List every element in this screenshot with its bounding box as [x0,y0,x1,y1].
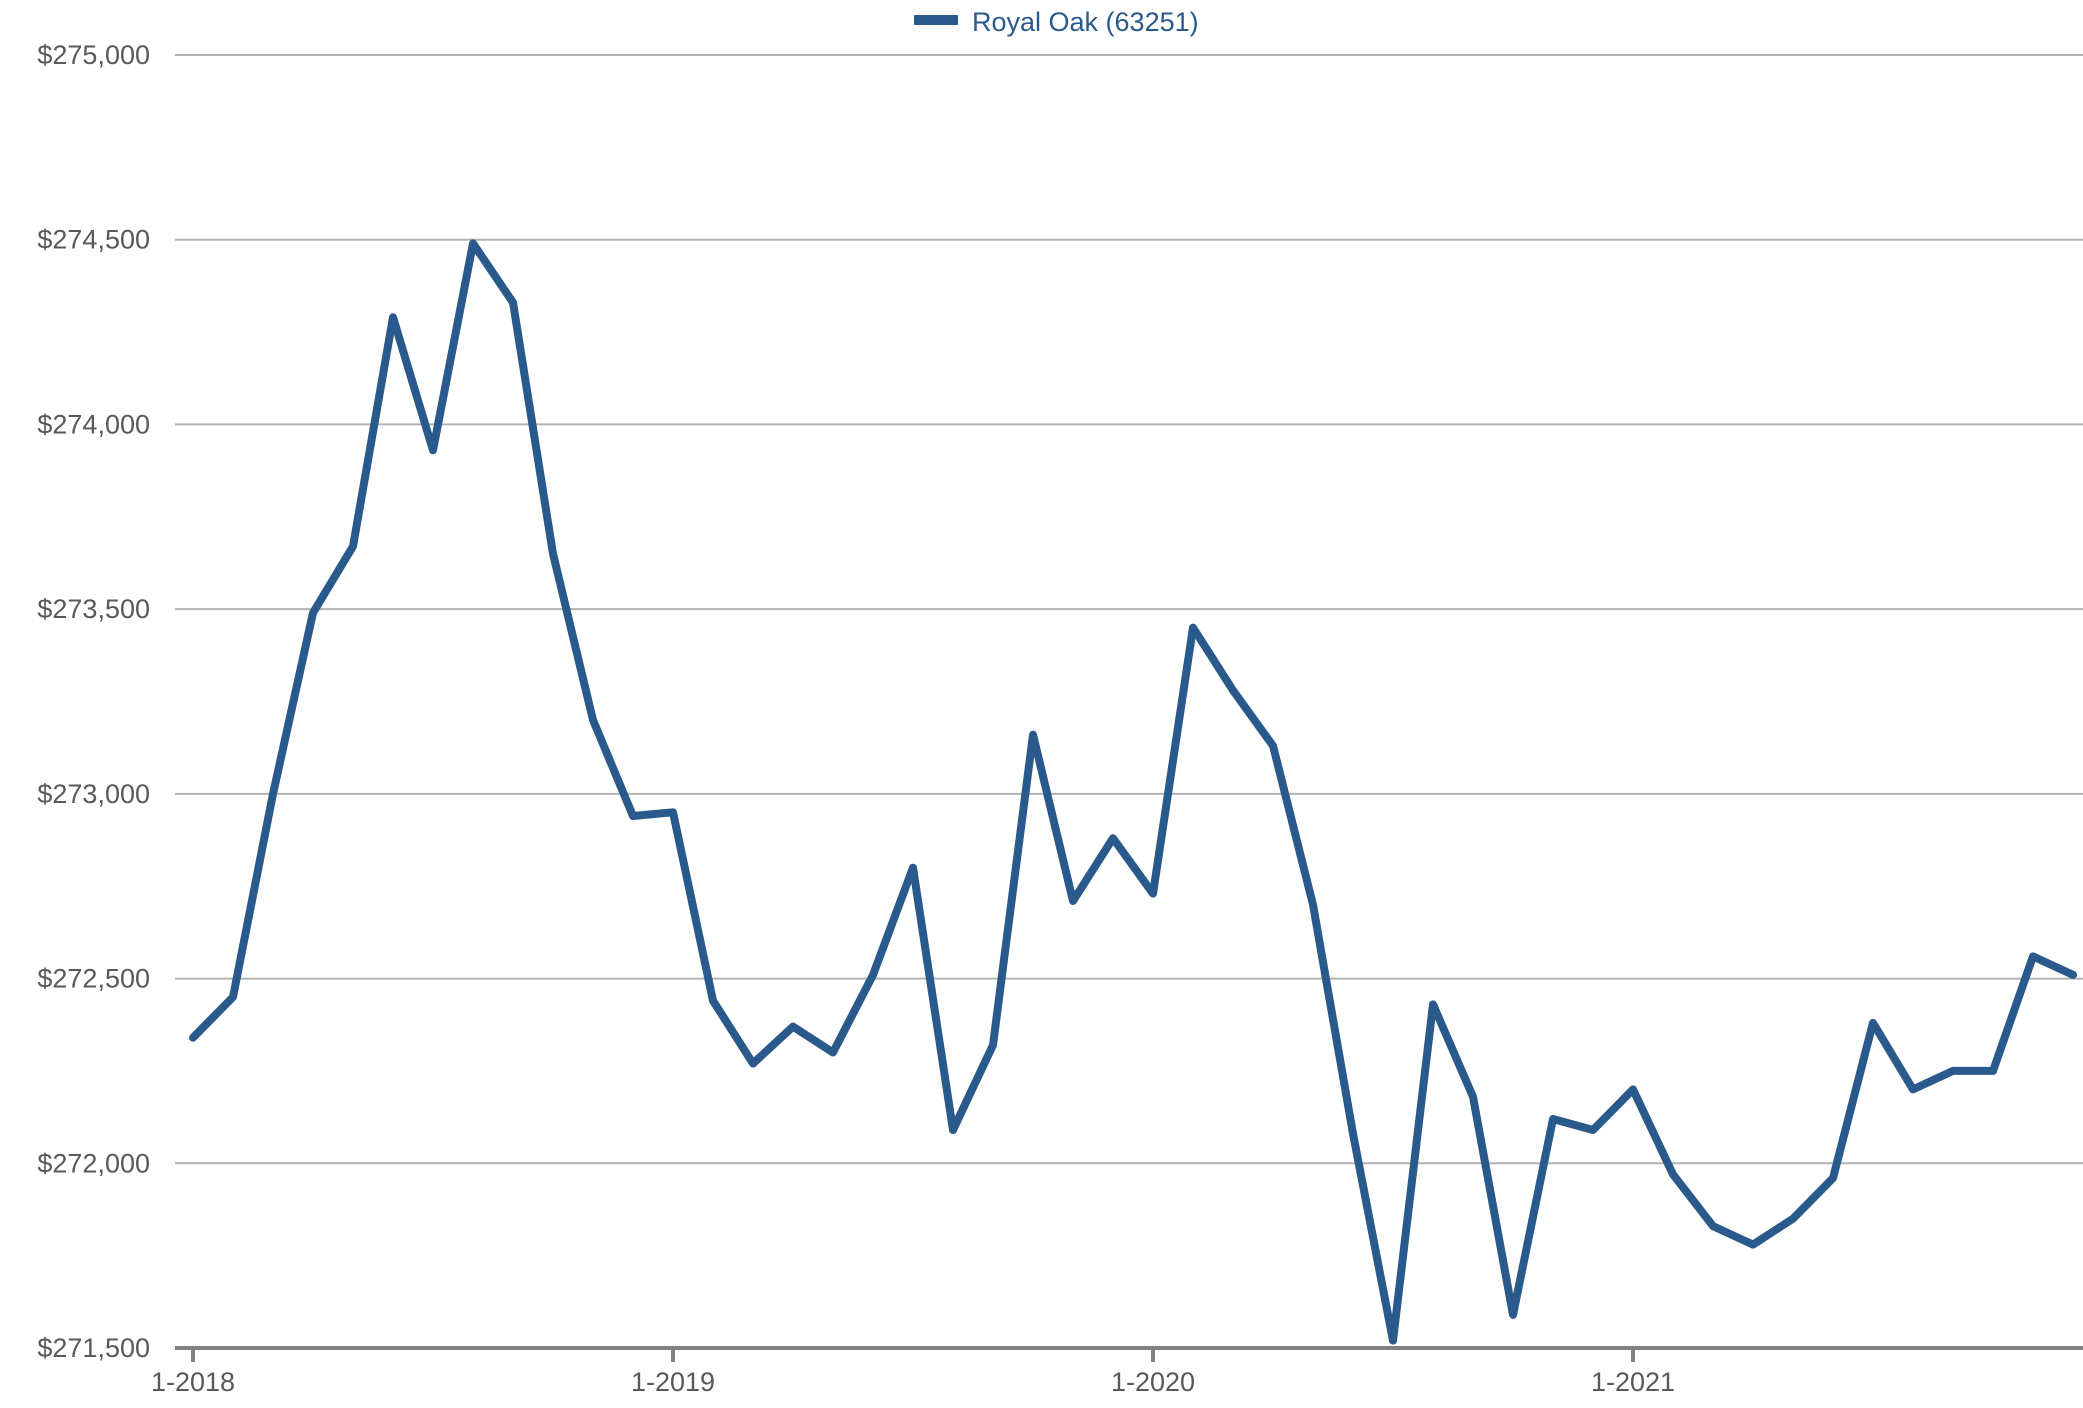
data-point [271,792,275,796]
data-point [1191,626,1195,630]
data-point [551,552,555,556]
data-point [1111,836,1115,840]
data-point [1551,1117,1555,1121]
data-point [1511,1313,1515,1317]
x-axis-tick-labels: 1-2018 1-2019 1-2020 1-2021 [151,1367,1675,1397]
data-point [831,1051,835,1055]
data-point [631,814,635,818]
data-point [2071,973,2075,977]
data-point [671,810,675,814]
data-point [231,995,235,999]
x-axis [175,1346,2083,1362]
data-point [911,866,915,870]
data-point [1911,1087,1915,1091]
y-tick-label: $272,500 [37,964,150,994]
data-point [1151,892,1155,896]
data-point [511,301,515,305]
data-point [791,1025,795,1029]
data-point [1591,1128,1595,1132]
data-point [1631,1087,1635,1091]
x-tick-label: 1-2019 [631,1367,715,1397]
data-point [1951,1069,1955,1073]
data-point [2031,954,2035,958]
data-point [191,1036,195,1040]
data-point [1751,1243,1755,1247]
data-point [1031,733,1035,737]
data-point [1431,1002,1435,1006]
x-tick-label: 1-2021 [1591,1367,1675,1397]
series-line-royal-oak [189,239,2077,1345]
y-tick-label: $272,000 [37,1148,150,1178]
y-gridlines [175,54,2083,1165]
y-tick-label: $273,500 [37,594,150,624]
legend-label: Royal Oak (63251) [972,7,1199,37]
data-point [1671,1172,1675,1176]
data-point [1831,1176,1835,1180]
data-point [1791,1217,1795,1221]
series-group [189,239,2077,1345]
data-point [1071,899,1075,903]
data-point [391,315,395,319]
x-tick-label: 1-2018 [151,1367,235,1397]
data-point [1711,1224,1715,1228]
data-point [1391,1339,1395,1343]
data-point [1311,903,1315,907]
data-point [711,999,715,1003]
data-point [871,973,875,977]
data-point [351,544,355,548]
y-tick-label: $275,000 [37,40,150,70]
y-tick-label: $274,500 [37,225,150,255]
y-axis-tick-labels: $271,500 $272,000 $272,500 $273,000 $273,500… [37,40,150,1363]
x-tick-label: 1-2020 [1111,1367,1195,1397]
data-point [1231,688,1235,692]
data-point [991,1043,995,1047]
y-tick-label: $273,000 [37,779,150,809]
data-point [1271,744,1275,748]
data-point [431,448,435,452]
data-point [311,611,315,615]
data-point [471,241,475,245]
chart-legend: Royal Oak (63251) [914,7,1199,37]
data-point [591,718,595,722]
y-tick-label: $274,000 [37,409,150,439]
data-point [1991,1069,1995,1073]
data-point [751,1062,755,1066]
data-point [1871,1021,1875,1025]
y-tick-label: $271,500 [37,1333,150,1363]
data-point [1471,1095,1475,1099]
legend-swatch [914,15,958,25]
data-point [1351,1132,1355,1136]
data-point [951,1128,955,1132]
